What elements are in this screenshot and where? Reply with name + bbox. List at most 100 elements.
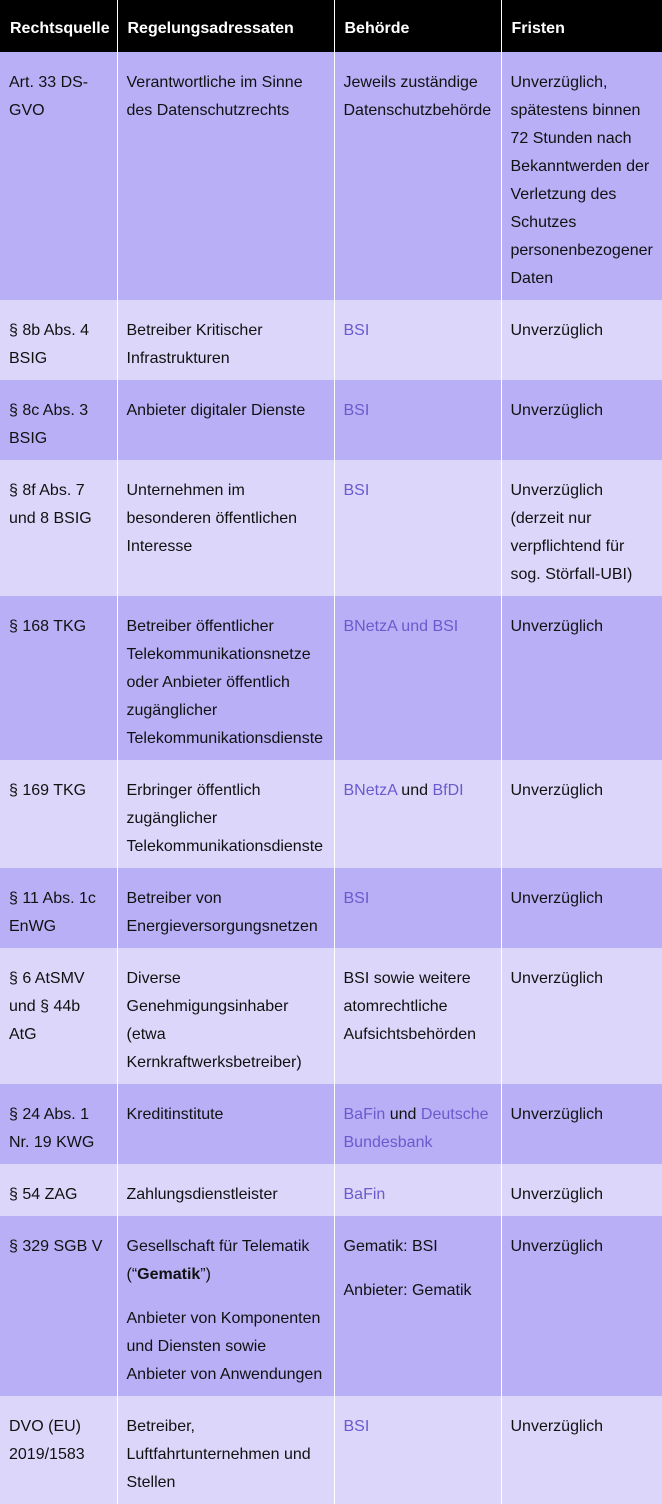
cell-fristen: Unverzüglich xyxy=(500,380,662,460)
cell-text: Unverzüglich xyxy=(510,1186,603,1203)
cell-paragraph: BaFin xyxy=(344,1181,495,1209)
table-row: § 24 Abs. 1 Nr. 19 KWG Kreditinstitute BaF… xyxy=(0,1084,662,1164)
cell-text: Betreiber Kritischer Infrastrukturen xyxy=(126,322,263,367)
cell-text: ”) xyxy=(200,1266,211,1283)
cell-paragraph: Unternehmen im besonderen öffentlichen I… xyxy=(127,477,328,561)
cell-paragraph: BSI xyxy=(344,1413,495,1441)
cell-paragraph: BSI sowie weitere atomrechtliche Aufsich… xyxy=(344,965,495,1049)
cell-paragraph: § 8b Abs. 4 BSIG xyxy=(9,317,111,373)
cell-text: Unverzüglich xyxy=(510,1106,603,1123)
cell-paragraph: BSI xyxy=(344,397,495,425)
cell-text: Unverzüglich xyxy=(510,322,603,339)
table-header: Rechtsquelle Regelungsadressaten Behörde… xyxy=(0,0,662,52)
authority-link[interactable]: BSI xyxy=(343,890,370,907)
cell-text: und xyxy=(385,1106,421,1123)
cell-rechtsquelle: § 24 Abs. 1 Nr. 19 KWG xyxy=(0,1084,118,1164)
cell-text: § 8b Abs. 4 BSIG xyxy=(9,322,90,367)
cell-text: Anbieter digitaler Dienste xyxy=(126,402,306,419)
authority-link[interactable]: Deutsche Bundesbank xyxy=(343,1106,489,1151)
cell-fristen: Unverzüglich xyxy=(500,1164,662,1216)
cell-regelungsadressaten: Anbieter digitaler Dienste xyxy=(116,380,335,460)
cell-paragraph: § 54 ZAG xyxy=(9,1181,111,1209)
cell-paragraph: § 329 SGB V xyxy=(9,1233,111,1261)
cell-rechtsquelle: § 169 TKG xyxy=(0,760,118,868)
cell-behoerde: BSI xyxy=(333,300,502,380)
header-rechtsquelle: Rechtsquelle xyxy=(0,0,118,52)
cell-rechtsquelle: DVO (EU) 2019/1583 xyxy=(0,1396,118,1504)
cell-text: Gematik: BSI xyxy=(343,1238,438,1255)
cell-regelungsadressaten: Betreiber öffentlicher Telekommunikation… xyxy=(116,596,335,760)
cell-text: § 8f Abs. 7 und 8 BSIG xyxy=(9,482,92,527)
authority-link[interactable]: BaFin xyxy=(343,1106,386,1123)
cell-paragraph: Betreiber öffentlicher Telekommunikation… xyxy=(127,613,328,753)
cell-fristen: Unverzüglich xyxy=(500,868,662,948)
cell-paragraph: Unverzüglich (derzeit nur verpflichtend … xyxy=(511,477,657,589)
cell-paragraph: Erbringer öffentlich zugänglicher Teleko… xyxy=(127,777,328,861)
cell-fristen: Unverzüglich xyxy=(500,760,662,868)
cell-text: Unverzüglich xyxy=(510,890,603,907)
cell-text: Betreiber, Luftfahrtunternehmen und Stel… xyxy=(126,1418,311,1491)
cell-text: Unverzüglich xyxy=(510,1418,603,1435)
authority-link[interactable]: BSI xyxy=(343,322,370,339)
cell-paragraph: BNetzA und BfDI xyxy=(344,777,495,805)
cell-text: Kreditinstitute xyxy=(126,1106,224,1123)
authority-link[interactable]: BSI xyxy=(343,402,370,419)
authority-link[interactable]: BfDI xyxy=(432,782,464,799)
table-row: § 329 SGB V Gesellschaft für Telematik (“… xyxy=(0,1216,662,1396)
cell-paragraph: Betreiber Kritischer Infrastrukturen xyxy=(127,317,328,373)
cell-behoerde: Jeweils zuständige Datenschutzbehörde xyxy=(333,52,502,300)
cell-fristen: Unverzüglich xyxy=(500,1216,662,1396)
cell-behoerde: BSI xyxy=(333,460,502,596)
cell-rechtsquelle: § 8b Abs. 4 BSIG xyxy=(0,300,118,380)
cell-paragraph: BNetzA und BSI xyxy=(344,613,495,641)
authority-link[interactable]: BNetzA und BSI xyxy=(343,618,459,635)
cell-text: BSI sowie weitere atomrechtliche Aufsich… xyxy=(343,970,477,1043)
table-row: § 11 Abs. 1c EnWG Betreiber von Energieve… xyxy=(0,868,662,948)
cell-paragraph: Unverzüglich xyxy=(511,1181,657,1209)
authority-link[interactable]: BSI xyxy=(343,1418,370,1435)
table-row: § 8f Abs. 7 und 8 BSIG Unternehmen im bes… xyxy=(0,460,662,596)
table-row: § 6 AtSMV und § 44b AtG Diverse Genehmigu… xyxy=(0,948,662,1084)
cell-regelungsadressaten: Betreiber Kritischer Infrastrukturen xyxy=(116,300,335,380)
table-row: § 54 ZAG Zahlungsdienstleister BaFin Unverz… xyxy=(0,1164,662,1216)
cell-paragraph: DVO (EU) 2019/1583 xyxy=(9,1413,111,1469)
cell-text: § 169 TKG xyxy=(9,782,87,799)
cell-paragraph: Jeweils zuständige Datenschutzbehörde xyxy=(344,69,495,125)
cell-text: Unverzüglich xyxy=(510,402,603,419)
cell-behoerde: BaFin und Deutsche Bundesbank xyxy=(333,1084,502,1164)
cell-paragraph: BSI xyxy=(344,317,495,345)
cell-paragraph: § 8f Abs. 7 und 8 BSIG xyxy=(9,477,111,533)
cell-paragraph: Diverse Genehmigungsinhaber (etwa Kernkr… xyxy=(127,965,328,1077)
cell-rechtsquelle: § 168 TKG xyxy=(0,596,118,760)
cell-text: Art. 33 DS-GVO xyxy=(9,74,89,119)
table-body: Art. 33 DS-GVO Verantwortliche im Sinne d… xyxy=(0,52,662,1504)
cell-fristen: Unverzüglich (derzeit nur verpflichtend … xyxy=(500,460,662,596)
cell-paragraph: Unverzüglich xyxy=(511,1101,657,1129)
cell-behoerde: BSI xyxy=(333,1396,502,1504)
cell-behoerde: BSI xyxy=(333,868,502,948)
cell-paragraph: Gematik: BSI xyxy=(344,1233,495,1261)
authority-link[interactable]: BNetzA xyxy=(343,782,397,799)
cell-rechtsquelle: § 329 SGB V xyxy=(0,1216,118,1396)
cell-behoerde: BSI sowie weitere atomrechtliche Aufsich… xyxy=(333,948,502,1084)
cell-paragraph: Gesellschaft für Telematik (“Gematik”) xyxy=(127,1233,328,1289)
cell-text: Betreiber öffentlicher Telekommunikation… xyxy=(126,618,324,747)
cell-paragraph: Unverzüglich xyxy=(511,965,657,993)
cell-rechtsquelle: § 8f Abs. 7 und 8 BSIG xyxy=(0,460,118,596)
cell-text: Anbieter: Gematik xyxy=(343,1282,472,1299)
cell-paragraph: § 24 Abs. 1 Nr. 19 KWG xyxy=(9,1101,111,1157)
cell-paragraph: Anbieter digitaler Dienste xyxy=(127,397,328,425)
cell-paragraph: § 8c Abs. 3 BSIG xyxy=(9,397,111,453)
cell-regelungsadressaten: Kreditinstitute xyxy=(116,1084,335,1164)
cell-paragraph: BaFin und Deutsche Bundesbank xyxy=(344,1101,495,1157)
cell-behoerde: BNetzA und BSI xyxy=(333,596,502,760)
cell-paragraph: § 11 Abs. 1c EnWG xyxy=(9,885,111,941)
cell-paragraph: Art. 33 DS-GVO xyxy=(9,69,111,125)
authority-link[interactable]: BSI xyxy=(343,482,370,499)
cell-paragraph: Unverzüglich xyxy=(511,885,657,913)
cell-text: § 329 SGB V xyxy=(9,1238,103,1255)
authority-link[interactable]: BaFin xyxy=(343,1186,386,1203)
cell-text: Gesellschaft für Telematik (“ xyxy=(126,1238,310,1283)
cell-paragraph: Unverzüglich xyxy=(511,777,657,805)
